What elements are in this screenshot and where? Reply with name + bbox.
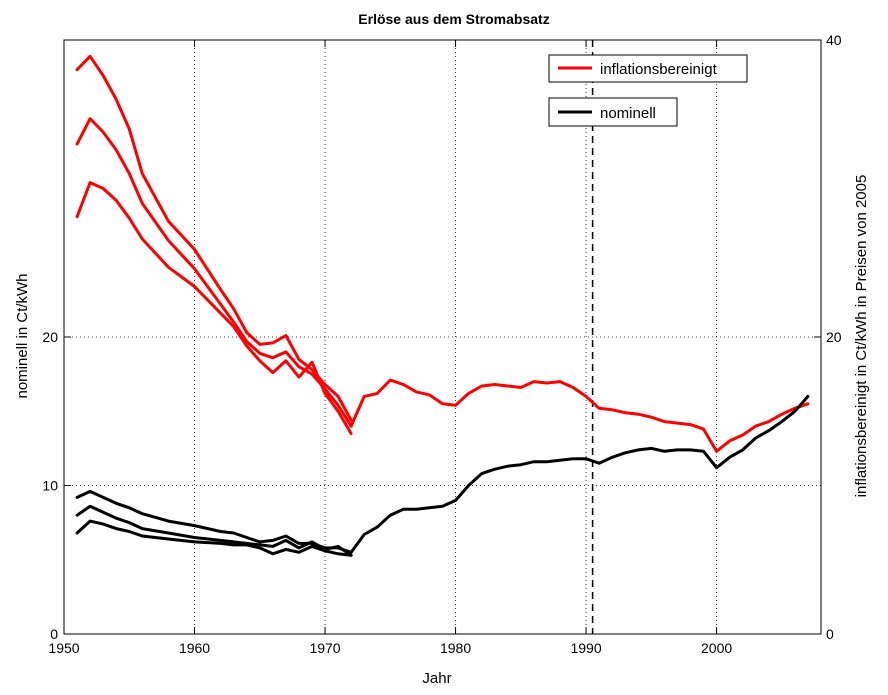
series-line-6 [75,504,353,557]
y-right-tick-label: 0 [826,626,834,642]
legend-label-inflationsbereinigt: inflationsbereinigt [600,61,718,78]
series-group [75,54,810,557]
series-line-1 [75,54,353,422]
x-tick-label: 1980 [440,640,471,656]
legend-label-nominell: nominell [600,105,656,122]
x-tick-label: 1950 [48,640,79,656]
y-axis-right-label: inflationsbereinigt in Ct/kWh in Preisen… [853,175,870,498]
x-tick-label: 2000 [701,640,732,656]
x-tick-label: 1960 [179,640,210,656]
series-line-4 [349,378,810,453]
series-line-3 [75,181,353,435]
y-left-tick-label: 10 [42,478,58,494]
series-line-7 [75,519,353,557]
y-left-tick-label: 0 [50,626,58,642]
y-left-tick-label: 20 [42,329,58,345]
grid [64,40,821,634]
x-tick-label: 1970 [309,640,340,656]
ticks-group: 1950 1960 1970 1980 1990 2000 0 10 20 0 20 40 [42,32,841,656]
series-line-8 [349,394,810,554]
chart-title: Erlöse aus dem Stromabsatz [358,11,549,27]
x-axis-label: Jahr [422,670,451,687]
legend-inflationsbereinigt: inflationsbereinigt [548,54,748,83]
legend-nominell: nominell [548,97,678,127]
y-right-tick-label: 40 [826,32,842,48]
x-tick-label: 1990 [570,640,601,656]
series-line-2 [75,117,353,428]
y-right-tick-label: 20 [826,329,842,345]
y-axis-left-label: nominell in Ct/kWh [14,273,31,398]
